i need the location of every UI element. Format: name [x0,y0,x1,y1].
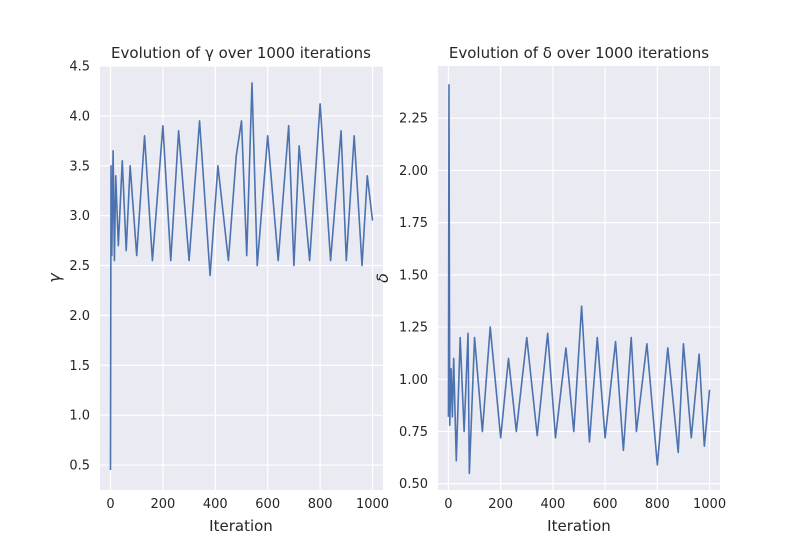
delta-y-tick-label: 0.50 [399,477,428,492]
gamma-chart: 0 200 400 600 800 1000 0.5 1.0 1.5 2.0 2.5 3.0 3.5 4.… [45,44,389,535]
gamma-tick-labels: 0 200 400 600 800 1000 0.5 1.0 1.5 2.0 2.5 3.0 3.5 4.… [69,60,389,513]
gamma-x-tick-label: 0 [106,497,114,512]
gamma-x-tick-label: 1000 [356,497,389,512]
delta-y-tick-label: 1.75 [399,216,428,231]
delta-x-tick-label: 600 [593,497,618,512]
delta-plot-area [438,66,720,490]
gamma-x-tick-label: 600 [255,497,280,512]
delta-chart-title: Evolution of δ over 1000 iterations [449,44,709,62]
gamma-y-tick-label: 4.5 [69,60,90,75]
gamma-y-tick-label: 3.5 [69,159,90,174]
gamma-y-tick-label: 4.0 [69,109,90,124]
delta-x-tick-label: 1000 [693,497,726,512]
delta-y-tick-label: 2.25 [399,112,428,127]
delta-x-tick-label: 200 [488,497,513,512]
delta-x-tick-label: 800 [645,497,670,512]
gamma-x-tick-label: 800 [308,497,333,512]
gamma-y-tick-label: 2.5 [69,259,90,274]
gamma-y-tick-label: 1.0 [69,409,90,424]
delta-x-tick-label: 400 [540,497,565,512]
gamma-chart-title: Evolution of γ over 1000 iterations [111,44,371,62]
delta-x-axis-label: Iteration [547,517,611,535]
gamma-x-tick-label: 400 [203,497,228,512]
gamma-y-tick-label: 0.5 [69,459,90,474]
delta-y-tick-label: 2.00 [399,164,428,179]
gamma-y-axis-label: γ [45,272,64,283]
delta-chart: 0 200 400 600 800 1000 0.50 0.75 1.00 1.25 1.50 1.7… [373,44,726,535]
gamma-x-axis-label: Iteration [209,517,273,535]
delta-y-tick-label: 1.25 [399,321,428,336]
delta-y-tick-label: 1.50 [399,268,428,283]
delta-y-axis-label: δ [373,273,392,283]
gamma-x-tick-label: 200 [150,497,175,512]
gamma-y-tick-label: 2.0 [69,309,90,324]
delta-series-line [447,84,711,475]
gamma-y-tick-label: 1.5 [69,359,90,374]
delta-tick-labels: 0 200 400 600 800 1000 0.50 0.75 1.00 1.25 1.50 1.7… [399,112,726,512]
gamma-y-tick-label: 3.0 [69,209,90,224]
gamma-grid [100,65,383,490]
delta-x-tick-label: 0 [444,497,452,512]
gamma-series-line [109,82,374,471]
delta-y-tick-label: 1.00 [399,373,428,388]
delta-grid [438,66,720,490]
delta-y-tick-label: 0.75 [399,425,428,440]
